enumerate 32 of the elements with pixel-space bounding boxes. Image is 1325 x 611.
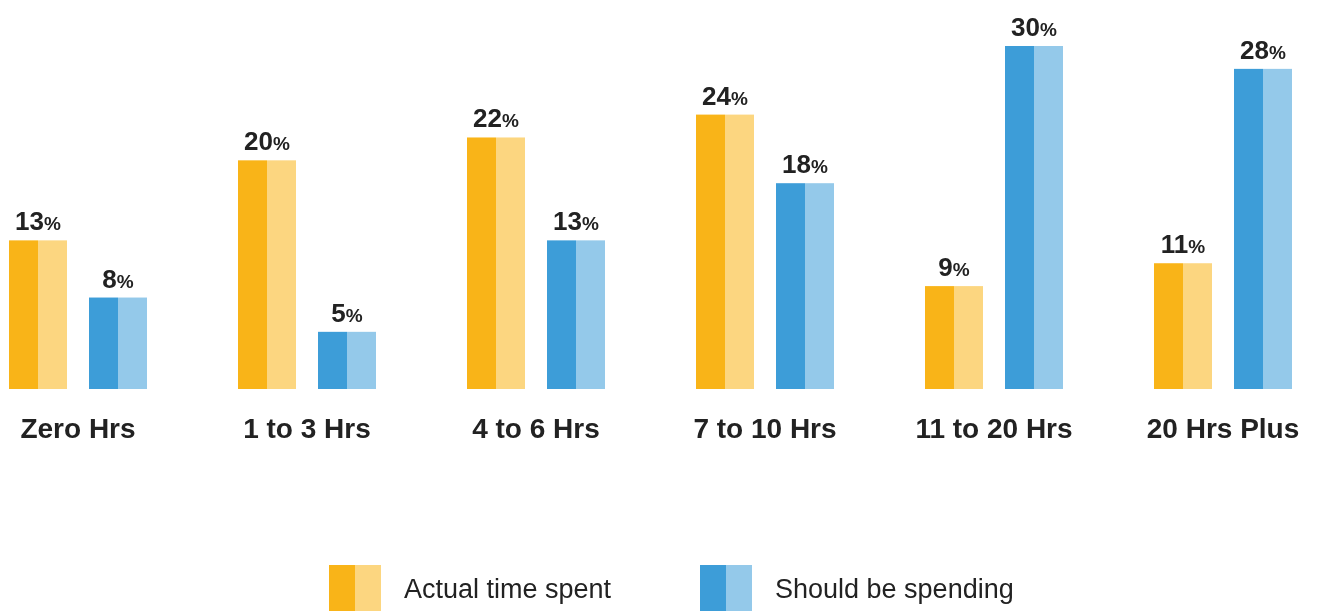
bar <box>547 240 605 389</box>
data-label: 28% <box>1240 34 1287 65</box>
bar <box>776 183 834 389</box>
data-label: 18% <box>782 149 829 180</box>
data-label: 20% <box>244 126 291 157</box>
data-label: 11% <box>1160 229 1206 260</box>
bar <box>696 114 754 389</box>
bar <box>467 137 525 389</box>
legend-label: Should be spending <box>775 574 1014 604</box>
data-label: 13% <box>553 206 600 237</box>
legend-label: Actual time spent <box>404 574 612 604</box>
bar <box>1005 46 1063 389</box>
data-label: 30% <box>1011 12 1058 42</box>
data-label: 5% <box>331 297 363 328</box>
bar <box>1154 263 1212 389</box>
data-label: 9% <box>938 252 970 283</box>
data-label: 22% <box>473 103 520 134</box>
bar <box>238 160 296 389</box>
x-tick-label: 4 to 6 Hrs <box>472 413 600 444</box>
bar <box>925 286 983 389</box>
bar <box>9 240 67 389</box>
data-label: 24% <box>702 80 749 111</box>
x-tick-label: 20 Hrs Plus <box>1146 413 1300 444</box>
x-tick-label: 1 to 3 Hrs <box>243 413 371 444</box>
data-label: 8% <box>102 263 134 294</box>
bar <box>89 297 147 389</box>
x-tick-label: 7 to 10 Hrs <box>693 413 837 444</box>
data-label: 13% <box>15 206 62 237</box>
bar <box>318 331 376 389</box>
x-tick-label: Zero Hrs <box>20 413 136 444</box>
bar <box>1234 68 1292 389</box>
x-tick-label: 11 to 20 Hrs <box>915 413 1073 444</box>
